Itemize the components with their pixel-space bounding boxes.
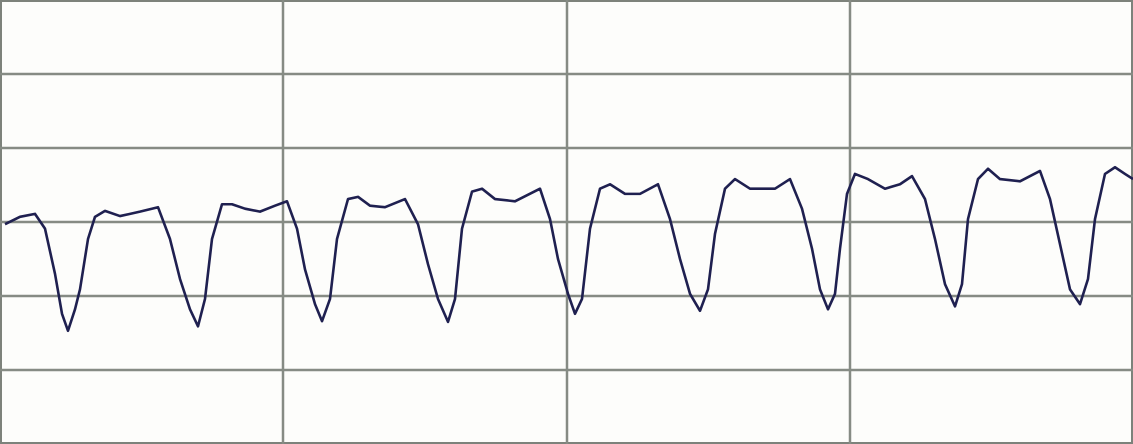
- waveform-line: [4, 165, 1133, 333]
